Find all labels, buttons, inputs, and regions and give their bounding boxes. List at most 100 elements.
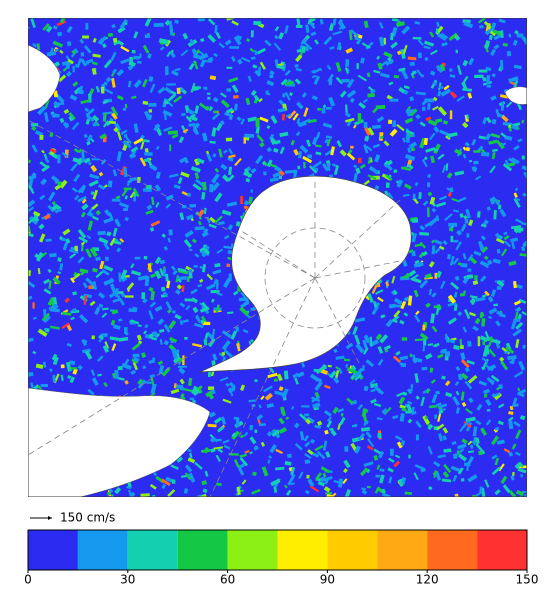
current-speckle [117,318,123,322]
current-speckle [317,107,321,111]
current-speckle [252,64,258,69]
current-speckle [354,374,362,381]
current-speckle [464,309,471,320]
current-speckle [323,409,332,417]
current-speckle [179,378,185,385]
current-speckle [174,19,180,24]
current-speckle [314,444,324,452]
current-speckle [482,77,487,82]
current-speckle [413,261,424,268]
current-speckle [306,139,312,147]
current-speckle [495,237,505,244]
current-speckle [424,40,435,47]
current-speckle [105,76,112,83]
current-speckle [215,304,220,313]
colorbar-segment [327,530,378,570]
current-speckle [57,154,61,164]
current-speckle [171,133,179,139]
reference-arrowhead [48,516,52,520]
current-speckle [436,270,442,278]
current-speckle [133,195,136,202]
current-speckle [377,358,384,366]
current-speckle [452,474,458,482]
current-speckle [177,278,182,283]
current-speckle [207,57,214,62]
current-speckle [356,63,359,70]
current-speckle [512,328,523,337]
current-speckle [479,335,488,342]
current-speckle [400,48,406,60]
current-speckle [508,416,514,422]
current-speckle [284,169,295,174]
current-speckle [157,360,164,366]
current-speckle [505,346,515,355]
current-speckle [239,457,249,467]
current-speckle [433,126,440,133]
current-speckle [427,191,433,197]
current-speckle [296,18,301,26]
current-speckle [209,140,216,144]
current-speckle [513,227,524,232]
current-speckle [211,181,220,191]
current-speckle [188,377,193,386]
current-speckle [419,231,429,236]
current-speckle [67,58,74,65]
current-speckle [312,160,322,169]
current-speckle [353,164,358,169]
current-speckle [32,42,38,48]
current-speckle [513,192,518,198]
current-speckle [208,223,217,229]
current-speckle [204,332,209,340]
current-speckle [92,122,99,127]
current-speckle [490,374,500,383]
current-speckle [91,61,98,66]
current-speckle [410,274,419,281]
current-speckle [343,459,351,469]
current-speckle [133,55,140,60]
current-speckle [489,22,497,32]
current-speckle [299,413,307,421]
current-speckle [259,61,266,70]
current-speckle [393,309,401,318]
current-speckle [366,485,371,489]
current-speckle [392,319,398,324]
current-speckle [40,384,49,388]
current-speckle [314,39,319,45]
current-speckle [226,88,231,92]
current-speckle [375,333,383,341]
current-speckle [163,245,169,251]
current-speckle [220,416,227,425]
current-speckle [332,18,337,26]
current-speckle [239,306,249,316]
current-speckle [431,394,438,404]
current-speckle [136,60,142,64]
current-speckle [229,109,235,114]
current-speckle [510,475,515,481]
current-speckle [168,320,177,330]
current-speckle [272,171,281,179]
current-speckle [404,117,414,124]
current-speckle [50,307,60,313]
current-speckle [339,90,347,98]
current-speckle [274,390,285,397]
current-speckle [400,69,409,80]
current-speckle [64,297,70,303]
current-speckle [435,28,439,34]
current-speckle [367,293,374,303]
current-speckle [67,374,72,380]
current-speckle [255,117,260,128]
current-speckle [136,334,142,341]
current-speckle [261,466,269,477]
current-speckle [28,206,35,214]
current-speckle [345,59,350,67]
current-speckle [49,148,57,154]
current-speckle [455,407,460,414]
current-speckle [422,324,426,331]
current-speckle [411,410,417,416]
current-speckle [216,122,223,132]
current-speckle [521,119,525,124]
current-speckle [125,136,132,145]
current-speckle [231,432,237,438]
current-speckle [421,106,426,111]
current-speckle [407,418,413,424]
